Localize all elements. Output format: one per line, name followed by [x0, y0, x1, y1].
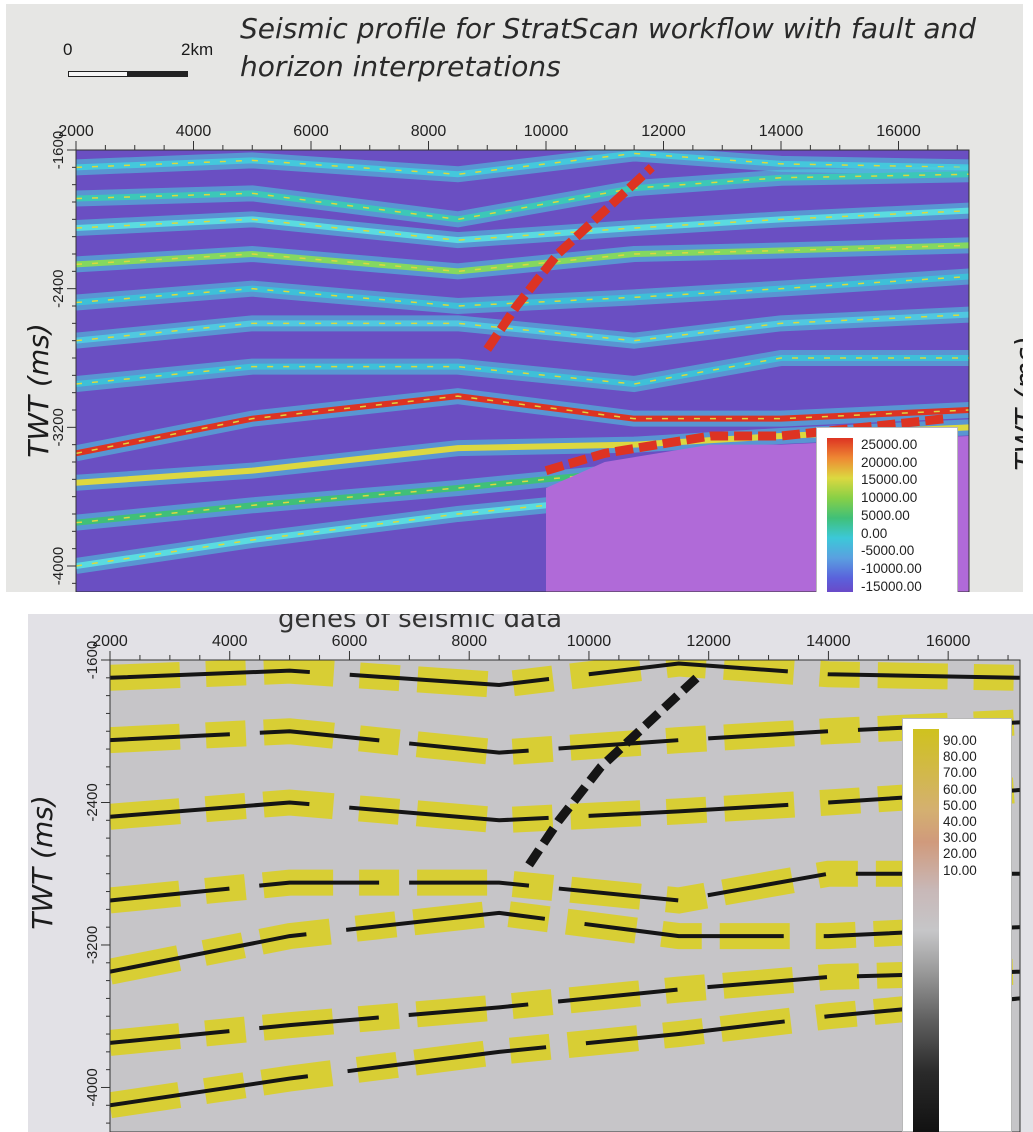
horizon-highlight [76, 173, 969, 221]
horizon-highlight [76, 275, 969, 307]
x-tick-label: 4000 [176, 123, 212, 140]
horizon-highlight [76, 313, 969, 342]
x-axis-ticks: 2000 4000 6000 8000 10000 12000 14000 16000 [92, 633, 1009, 660]
scale-bar: 0 2km [56, 39, 256, 84]
x-tick-label: 2000 [58, 123, 94, 140]
edge-horizon-line [110, 788, 1020, 823]
edge-horizon-line [110, 996, 1020, 1108]
colorbar-tick-label: 25000.00 [861, 437, 918, 452]
x-tick-label: 4000 [212, 633, 248, 650]
fault-line [483, 164, 655, 352]
y-axis-label: TWT (ms) [28, 795, 59, 930]
colorbar-tick-label: 70.00 [943, 765, 977, 781]
horizon-highlight [76, 244, 969, 273]
colorbar-tick-label: 0.00 [861, 525, 888, 541]
horizon-highlight [76, 357, 969, 385]
seismic-attribute-plot: 2000 4000 6000 8000 10000 12000 14000 16000 -160… [84, 633, 1021, 1132]
plot-background [110, 660, 1020, 1132]
plot-area [110, 660, 1020, 1132]
x-tick-label: 8000 [451, 633, 487, 650]
colorbar-tick-label: 20000.00 [861, 454, 918, 470]
y-axis-ticks: -1600 -2400 -3200 -4000 [50, 131, 76, 585]
colorbar-tick-label: -10000.00 [861, 560, 922, 576]
attribute-colorbar [913, 729, 939, 1132]
colorbar-tick-label: 30.00 [943, 830, 977, 846]
edge-horizon-line [110, 661, 1020, 687]
x-tick-label: 10000 [524, 123, 569, 140]
x-tick-label: 2000 [92, 633, 128, 650]
colorbar-tick-label: 90.00 [943, 733, 977, 748]
x-tick-label: 14000 [759, 123, 804, 140]
colorbar-tick-label: 80.00 [943, 749, 977, 765]
scale-bar-start-label: 0 [63, 40, 73, 59]
y-tick-label: -1600 [84, 641, 101, 679]
x-tick-label: 10000 [567, 633, 612, 650]
edge-horizon-line [110, 720, 1020, 755]
colorbar-tick-label: 10000.00 [861, 490, 918, 506]
plot-frame [75, 149, 970, 592]
x-tick-label: 8000 [411, 123, 447, 140]
colorbar-tick-label: -15000.00 [861, 578, 922, 592]
scale-bar-white-segment [68, 71, 128, 77]
y-tick-label: -4000 [84, 1068, 101, 1106]
horizon-highlight [76, 209, 969, 241]
scale-bar-black-segment [128, 71, 188, 77]
y-tick-label: -1600 [50, 131, 67, 169]
edge-horizon-line [110, 969, 1020, 1045]
y-tick-label: -3200 [50, 408, 67, 446]
x-tick-label: 12000 [686, 633, 731, 650]
x-tick-label: 6000 [293, 123, 329, 140]
seismic-attribute-panel: genes of seismic data 2000 4000 6000 8000 10… [28, 614, 1033, 1132]
chart-title-line-2: horizon interpretations [240, 50, 561, 83]
x-axis-ticks: 2000 4000 6000 8000 10000 12000 14000 16000 [58, 123, 958, 150]
seismic-amplitude-panel: Seismic profile for StratScan workflow w… [6, 4, 1023, 592]
colorbar-tick-label: 15000.00 [861, 472, 918, 488]
y-axis-label-left: TWT (ms) [21, 323, 55, 458]
scale-bar-end-label: 2km [181, 40, 214, 59]
horizon-highlight [76, 152, 969, 176]
x-tick-label: 12000 [641, 123, 686, 140]
y-tick-label: -2400 [84, 783, 101, 821]
colorbar-tick-label: 20.00 [943, 846, 977, 862]
chart-title-partial: genes of seismic data [278, 614, 563, 634]
y-tick-label: -4000 [50, 547, 67, 585]
y-axis-label-right: TWT (ms) [1008, 336, 1023, 471]
colorbar-tick-label: -5000.00 [861, 543, 915, 559]
x-tick-label: 16000 [926, 633, 971, 650]
colorbar-tick-label: 40.00 [943, 814, 977, 830]
x-tick-label: 6000 [332, 633, 368, 650]
colorbar-tick-label: 60.00 [943, 781, 977, 797]
colorbar-tick-label: 5000.00 [861, 507, 910, 523]
colorbar-tick-label: 50.00 [943, 797, 977, 813]
attribute-colorbar-ticks: 90.00 80.00 70.00 60.00 50.00 40.00 30.00 20.00… [943, 733, 977, 879]
horizon-highlight [76, 395, 969, 455]
y-tick-label: -2400 [50, 269, 67, 307]
amplitude-colorbar-ticks: 25000.00 20000.00 15000.00 10000.00 5000.00 0… [861, 436, 922, 592]
chart-title-line-1: Seismic profile for StratScan workflow w… [240, 12, 977, 45]
amplitude-colorbar [827, 438, 853, 592]
y-axis-ticks: -1600 -2400 -3200 -4000 [84, 641, 110, 1124]
plot-frame [109, 659, 1021, 1132]
x-tick-label: 14000 [806, 633, 851, 650]
colorbar-tick-label: 10.00 [943, 862, 977, 878]
attribute-colorbar-legend: 90.00 80.00 70.00 60.00 50.00 40.00 30.00 20.00… [902, 718, 1012, 1132]
edge-horizon-line [110, 871, 1020, 903]
edge-horizon-line [110, 910, 1020, 974]
x-tick-label: 16000 [876, 123, 921, 140]
fault-line [525, 674, 700, 868]
amplitude-colorbar-legend: 25000.00 20000.00 15000.00 10000.00 5000.00 0… [816, 427, 958, 592]
y-tick-label: -3200 [84, 926, 101, 964]
